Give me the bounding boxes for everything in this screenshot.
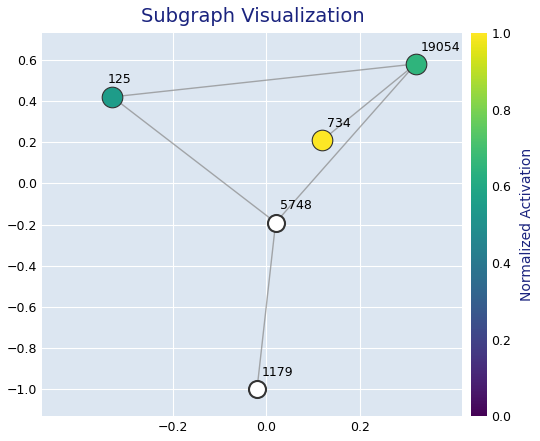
Text: 734: 734 [327, 117, 351, 130]
Text: 1179: 1179 [262, 366, 293, 379]
Point [318, 137, 327, 144]
Point [108, 93, 117, 101]
Point [253, 386, 261, 393]
Y-axis label: Normalized Activation: Normalized Activation [520, 148, 534, 301]
Text: 125: 125 [107, 73, 131, 86]
Text: 5748: 5748 [280, 199, 312, 212]
Point [271, 219, 280, 226]
Title: Subgraph Visualization: Subgraph Visualization [140, 7, 364, 26]
Text: 19054: 19054 [420, 41, 460, 54]
Point [411, 60, 420, 67]
